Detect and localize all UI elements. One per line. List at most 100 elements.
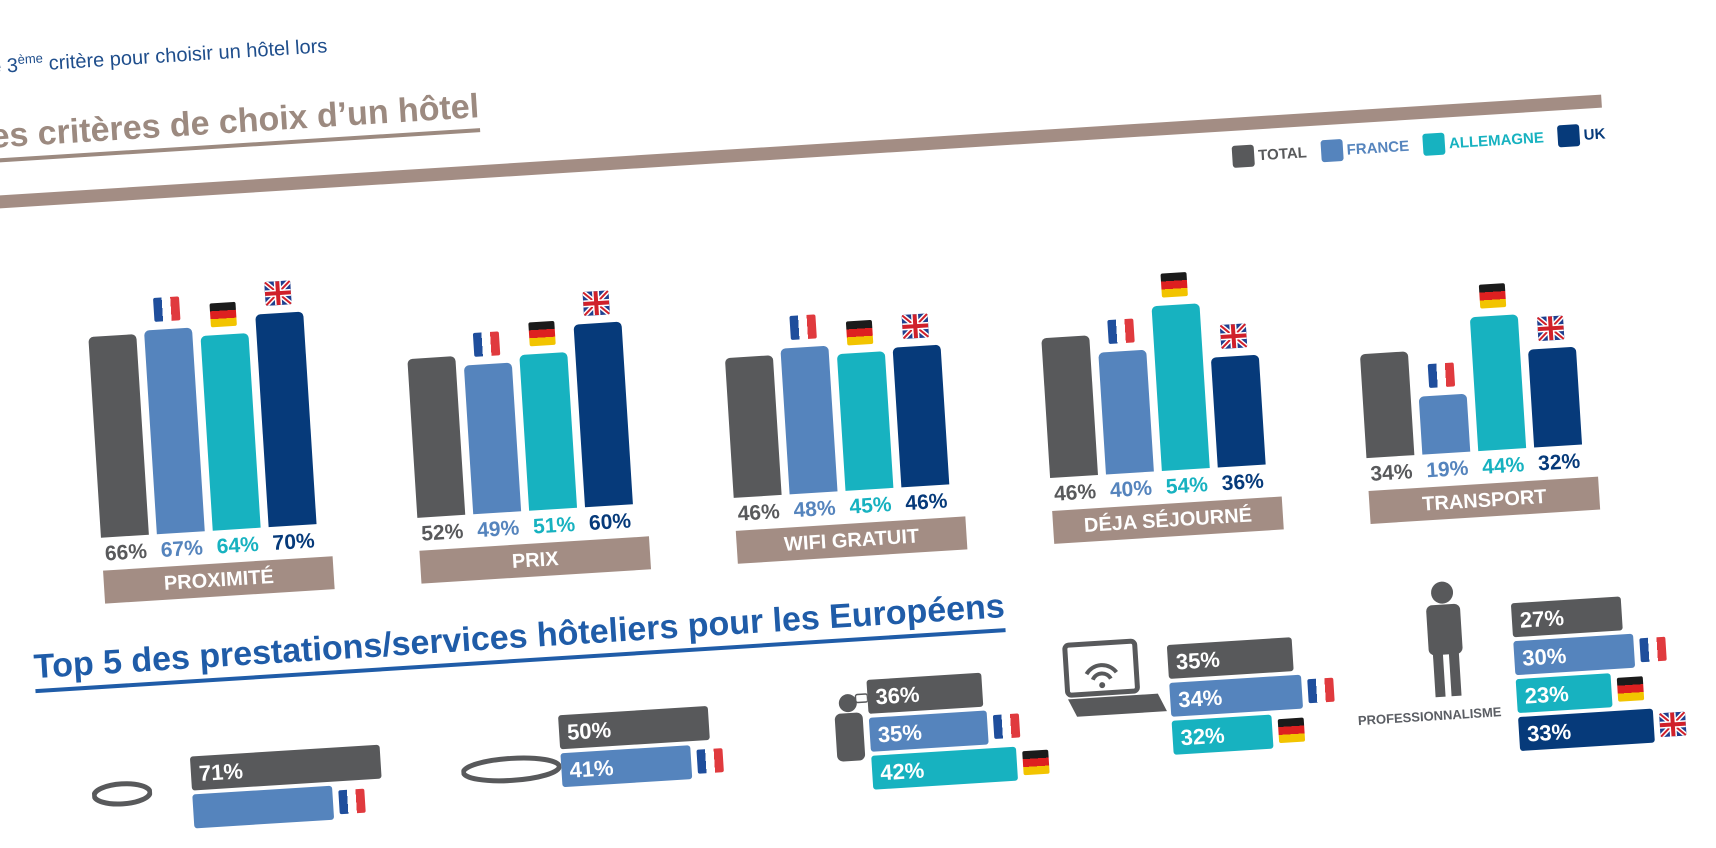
bar-france [1418,393,1471,455]
service-bar: 41% [560,745,693,788]
uk-flag-icon [1536,315,1565,342]
value-label: 34% [1369,460,1414,486]
germany-flag-icon [1277,717,1306,744]
bar-france [1098,349,1154,475]
legend-swatch-france [1320,139,1344,163]
services-chart: 71% 50% 41% 36% 35% 42% 35% 34% 32% 27% 30% 23% 33% P… [0,0,1707,829]
bar-allemagne [200,332,261,531]
chart-legend: TOTAL FRANCE ALLEMAGNE UK [1231,122,1620,168]
france-flag-icon [152,295,181,322]
france-flag-icon [472,330,501,357]
staff-icon [1416,579,1474,707]
service-bar: 23% [1515,673,1613,714]
legend-item-allemagne: ALLEMAGNE [1422,126,1544,156]
legend-item-uk: UK [1557,122,1606,148]
laptop-wifi-icon [1054,633,1170,735]
value-label: 45% [848,493,893,519]
service-bar [192,785,335,829]
criteria-bar-chart: 66% 67% 64% 70% PROXIMITÉ 52% 49% 51% 60% PRIX 46%… [0,0,1707,604]
germany-flag-icon [845,319,874,346]
bar-total [1041,334,1098,478]
service-bar: 27% [1510,596,1623,638]
france-flag-icon [338,788,366,815]
value-label: 49% [476,516,520,543]
uk-flag-icon [264,279,292,306]
value-label: 46% [737,500,781,526]
infographic: e 3ème critère pour choisir un hôtel lor… [0,0,1707,829]
bar-france [780,345,838,495]
legend-label-france: FRANCE [1346,137,1410,159]
value-label: 19% [1425,456,1470,483]
bar-allemagne [1151,303,1210,471]
bar-allemagne [519,352,578,511]
service-bar: 32% [1171,714,1274,755]
value-label: 36% [1221,469,1265,496]
value-label: 52% [420,519,465,546]
service-bar: 71% [189,744,382,791]
uk-flag-icon [901,313,929,339]
france-flag-icon [1427,362,1456,389]
service-label: PROFESSIONNALISME [1357,704,1502,729]
service-bar: 30% [1513,633,1636,676]
value-label: 51% [532,512,576,539]
france-flag-icon [992,713,1021,740]
legend-swatch-total [1231,144,1255,168]
germany-flag-icon [1160,272,1188,298]
service-bar: 50% [558,705,710,750]
legend-item-france: FRANCE [1320,135,1410,163]
bar-total [724,354,782,498]
bar-uk [255,311,317,528]
value-label: 44% [1481,453,1525,479]
bar-france [144,327,205,535]
uk-flag-icon [1659,711,1687,738]
value-label: 54% [1165,473,1209,499]
bar-allemagne [836,350,894,491]
value-label: 60% [588,509,632,536]
service-bar: 35% [868,710,989,752]
value-label: 67% [160,536,204,562]
legend-label-allemagne: ALLEMAGNE [1448,128,1545,152]
intro-pre: e 3 [0,54,19,79]
legend-swatch-allemagne [1422,132,1446,156]
value-label: 46% [1053,480,1097,506]
value-label: 46% [904,489,949,516]
bar-uk [1210,354,1266,468]
bar-total [407,356,466,518]
breakfast-icon [460,751,562,792]
france-flag-icon [696,748,724,774]
intro-sup: ème [17,50,44,67]
value-label: 70% [271,529,316,555]
bar-uk [1528,347,1583,448]
france-flag-icon [1639,636,1667,663]
uk-flag-icon [1219,323,1248,350]
intro-text: e 3ème critère pour choisir un hôtel lor… [0,33,328,80]
service-bar: 35% [1166,637,1294,679]
germany-flag-icon [528,321,556,347]
legend-label-uk: UK [1583,124,1606,144]
concierge-icon [827,692,872,769]
legend-swatch-uk [1557,124,1581,148]
bed-icon [91,777,153,816]
intro-post: critère pour choisir un hôtel lors [42,35,328,76]
bar-france [463,362,522,515]
germany-flag-icon [1022,749,1050,776]
bar-total [1359,351,1415,459]
legend-label-total: TOTAL [1257,143,1308,164]
value-label: 64% [216,532,260,559]
service-bar: 33% [1518,708,1655,752]
section2-title: Top 5 des prestations/services hôteliers… [32,587,1007,694]
legend-item-total: TOTAL [1231,141,1308,168]
bar-total [88,333,149,538]
bar-uk [892,344,950,488]
france-flag-icon [1307,677,1335,704]
service-bar: 36% [866,672,984,714]
germany-flag-icon [1478,282,1507,309]
france-flag-icon [789,314,817,340]
uk-flag-icon [582,290,610,316]
service-bar: 42% [871,746,1019,790]
value-label: 66% [104,539,148,566]
germany-flag-icon [1616,676,1645,702]
service-bar: 34% [1169,674,1304,717]
value-label: 32% [1537,449,1581,476]
bar-allemagne [1469,314,1527,452]
